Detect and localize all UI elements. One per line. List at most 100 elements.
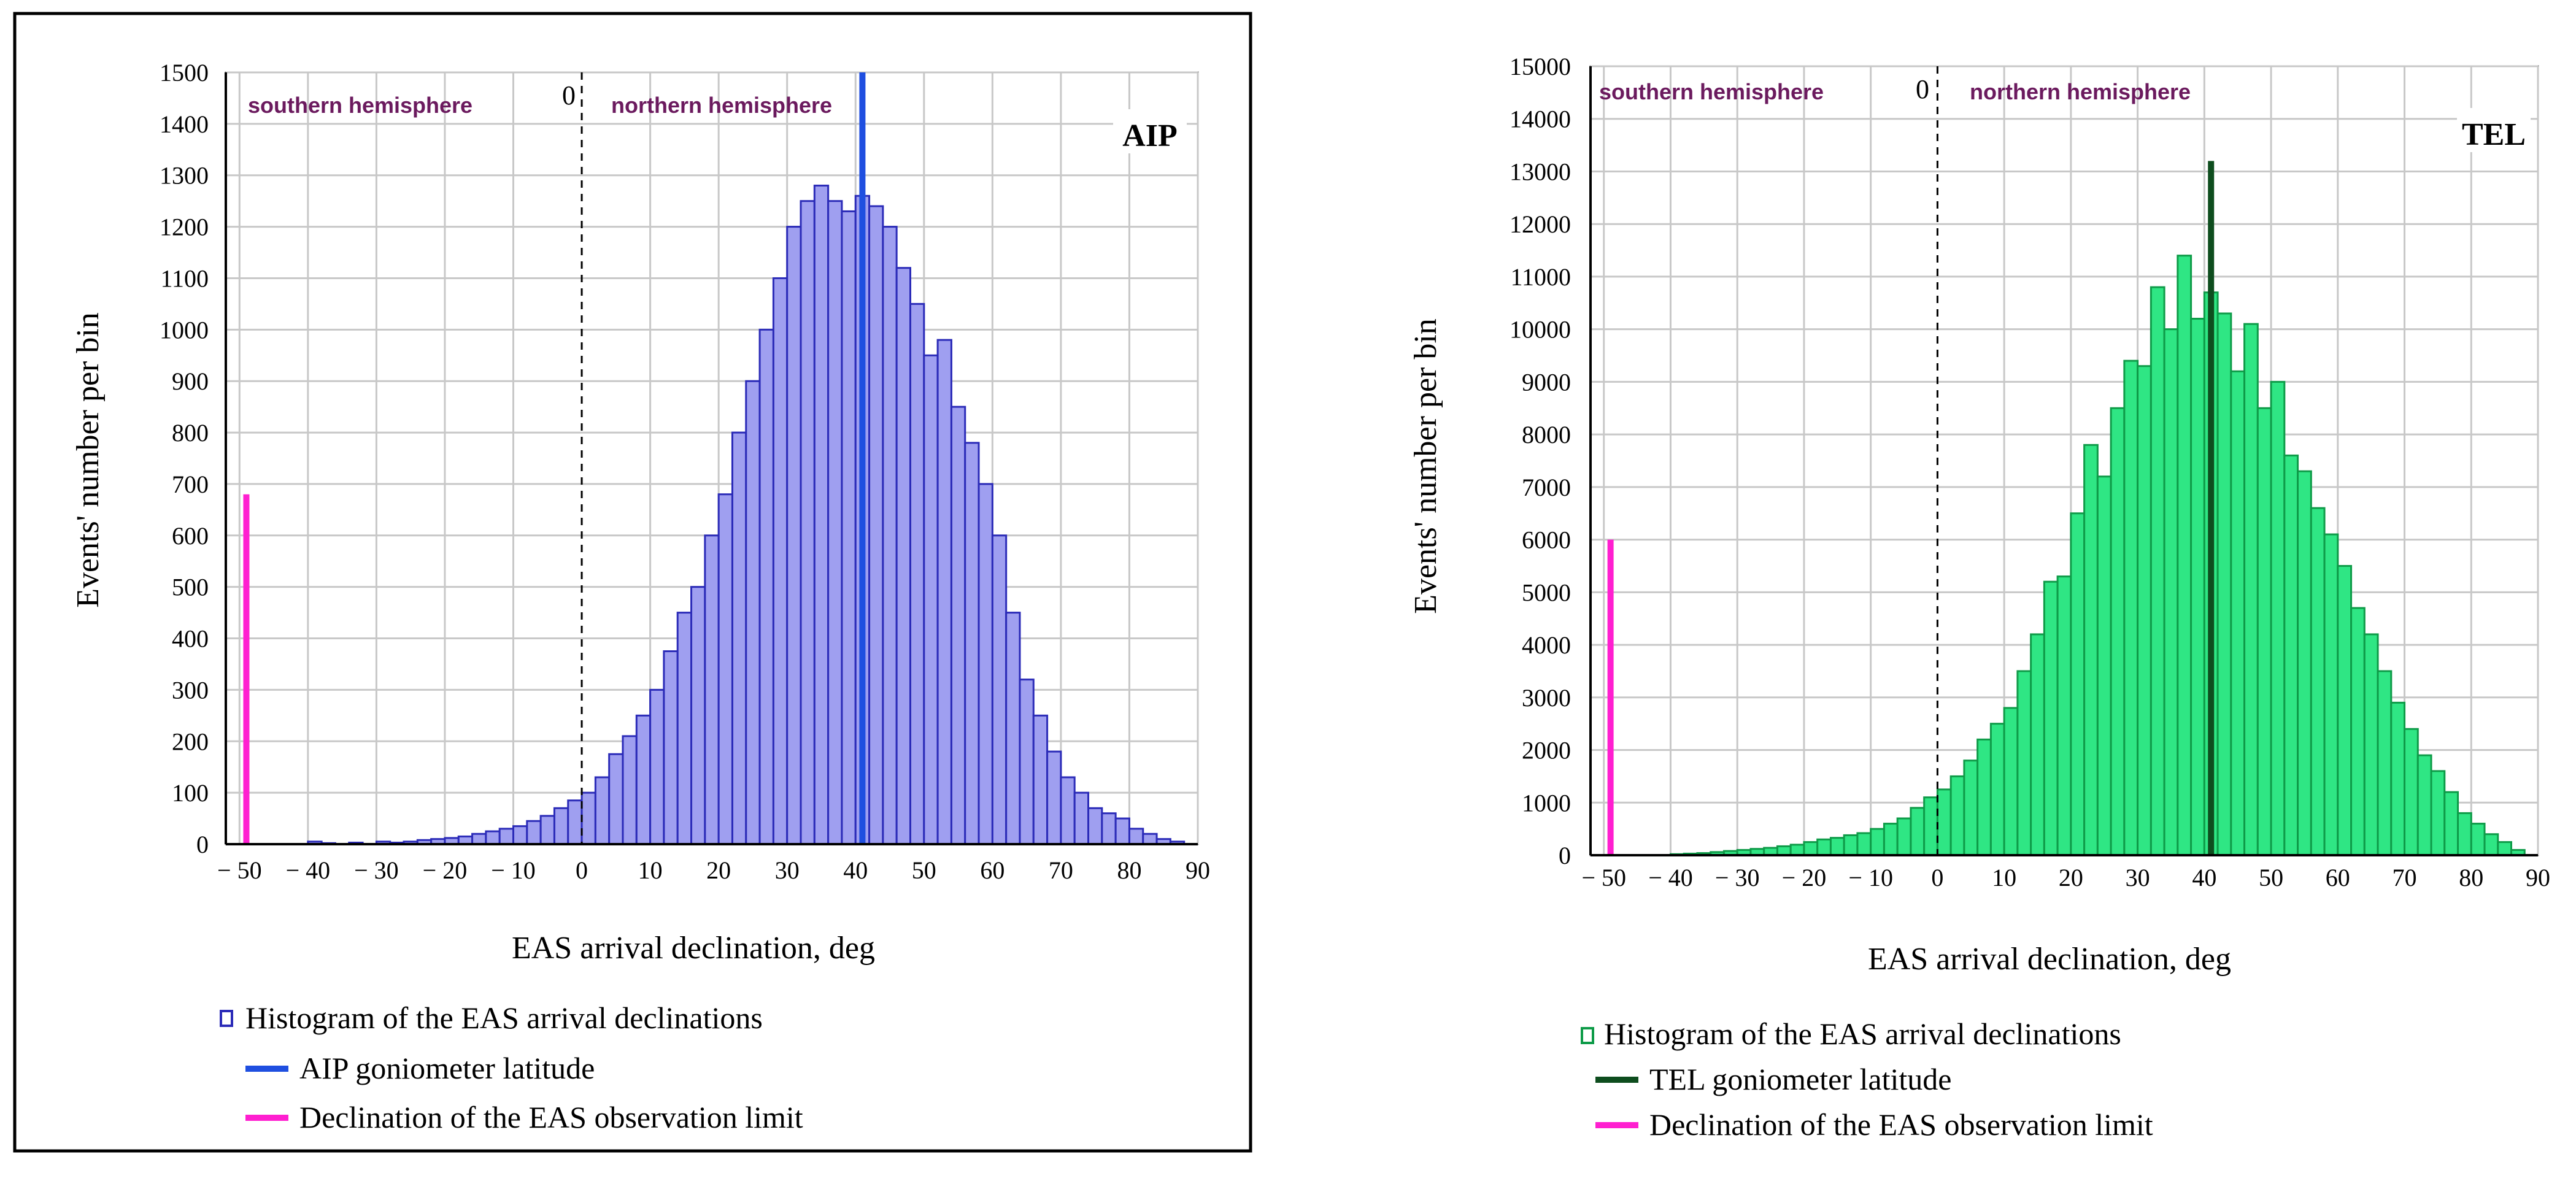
tel-x-tick-label: 70 — [2393, 864, 2417, 891]
tel-y-tick-label: 6000 — [1522, 526, 1571, 554]
tel-y-tick-label: 4000 — [1522, 631, 1571, 659]
aip-histogram-bar — [676, 612, 693, 845]
tel-histogram-bar — [1989, 723, 2005, 856]
tel-x-tick-label: − 50 — [1581, 864, 1626, 891]
tel-y-tick-label: 15000 — [1510, 53, 1571, 80]
aip-x-tick-label: − 10 — [491, 856, 536, 884]
tel-legend-limit-label: Declination of the EAS observation limit — [1649, 1107, 2153, 1142]
tel-histogram-bar — [1963, 760, 1979, 856]
tel-histogram-bar — [1923, 796, 1938, 856]
aip-histogram-bar — [978, 483, 993, 845]
tel-y-tick-label: 7000 — [1522, 474, 1571, 501]
aip-histogram-bar — [745, 380, 761, 845]
aip-histogram-bar — [553, 807, 569, 845]
tel-reference-lines — [1589, 66, 2538, 856]
aip-histogram-bar — [827, 200, 843, 845]
tel-histogram-bar — [1896, 817, 1912, 856]
tel-histogram-bar — [2243, 323, 2259, 856]
aip-histogram-bar — [704, 534, 720, 845]
aip-legend-histogram-swatch — [220, 1010, 233, 1027]
tel-histogram-bar — [2003, 707, 2019, 856]
aip-histogram-bar — [622, 735, 638, 845]
aip-histogram-bar — [567, 799, 583, 845]
aip-y-tick-label: 600 — [172, 522, 209, 550]
tel-histogram-bar — [2190, 318, 2205, 856]
aip-histogram-bar — [717, 493, 733, 845]
tel-y-axis-label: Events' number per bin — [1408, 318, 1443, 614]
aip-histogram-bar — [731, 431, 747, 845]
tel-bars — [1669, 255, 2526, 856]
tel-histogram-bar — [2096, 475, 2112, 856]
aip-legend-latitude-label: AIP goniometer latitude — [299, 1051, 595, 1085]
aip-x-tick-label: 90 — [1186, 856, 1210, 884]
aip-histogram-bar — [471, 833, 487, 845]
tel-x-tick-label: 30 — [2126, 864, 2150, 891]
tel-histogram-bar — [1910, 807, 1926, 856]
aip-y-tick-label: 400 — [172, 625, 209, 653]
aip-y-tick-label: 200 — [172, 728, 209, 755]
tel-y-tick-label: 12000 — [1510, 210, 1571, 238]
aip-x-tick-label: 40 — [843, 856, 868, 884]
tel-x-tick-label: 20 — [2059, 864, 2083, 891]
aip-y-tick-label: 1200 — [160, 213, 209, 241]
tel-histogram-bar — [2430, 770, 2446, 856]
tel-tag-background — [2457, 108, 2531, 152]
tel-histogram-bar — [2363, 633, 2379, 856]
tel-histogram-bar — [2404, 728, 2419, 856]
aip-y-tick-label: 700 — [172, 471, 209, 498]
aip-y-tick-label: 800 — [172, 419, 209, 447]
tel-histogram-bar — [2297, 470, 2312, 856]
tel-x-tick-label: 50 — [2259, 864, 2283, 891]
aip-histogram-bar — [1128, 828, 1144, 845]
aip-histogram-bar — [950, 406, 966, 845]
aip-x-tick-label: 60 — [980, 856, 1005, 884]
aip-x-tick-label: 0 — [576, 856, 588, 884]
tel-histogram-bar — [2123, 360, 2139, 856]
aip-histogram-bar — [608, 753, 624, 845]
tel-histogram-bar — [1803, 841, 1819, 856]
aip-histogram-bar — [895, 267, 911, 845]
tel-histogram-bar — [2350, 607, 2366, 856]
tel-y-tick-label: 3000 — [1522, 684, 1571, 712]
tel-x-tick-label: − 40 — [1648, 864, 1693, 891]
aip-y-tick-label: 500 — [172, 574, 209, 601]
tel-y-tick-label: 9000 — [1522, 368, 1571, 396]
tel-histogram-bar — [2390, 701, 2406, 856]
aip-histogram-bar — [868, 205, 884, 845]
aip-histogram-bar — [635, 714, 652, 845]
tel-x-tick-label: 40 — [2192, 864, 2216, 891]
tel-histogram-bar — [2416, 754, 2432, 856]
tel-histogram-bar — [1776, 845, 1792, 856]
aip-histogram-bar — [1019, 679, 1035, 845]
aip-histogram-bar — [909, 302, 925, 845]
tel-histogram-bar — [2216, 312, 2232, 856]
tel-histogram-bar — [2256, 407, 2272, 856]
tel-northern-hemisphere-label: northern hemisphere — [1970, 79, 2191, 104]
tel-histogram-bar — [2070, 512, 2086, 856]
tel-histogram-bar — [2270, 380, 2286, 856]
aip-y-tick-label: 1100 — [160, 264, 209, 292]
tel-y-tick-label: 1000 — [1522, 789, 1571, 817]
tel-y-tick-label: 13000 — [1510, 158, 1571, 185]
tel-legend-latitude-label: TEL goniometer latitude — [1649, 1062, 1951, 1096]
aip-x-tick-label: 50 — [912, 856, 936, 884]
tel-histogram-bar — [2230, 370, 2246, 856]
aip-chart: 0100200300400500600700800900100011001200… — [71, 59, 1210, 1134]
tel-histogram-bar — [2323, 533, 2339, 856]
left-panel-frame — [13, 12, 1252, 1153]
tel-y-tick-label: 5000 — [1522, 579, 1571, 606]
aip-legend-limit-label: Declination of the EAS observation limit — [299, 1100, 803, 1134]
tel-y-tick-label: 14000 — [1510, 106, 1571, 133]
aip-histogram-bar — [485, 830, 501, 845]
aip-histogram-bar — [690, 586, 706, 845]
aip-histogram-bar — [1101, 812, 1117, 845]
tel-zero-marker-label: 0 — [1916, 74, 1929, 104]
aip-histogram-bar — [1087, 807, 1103, 845]
aip-x-ticks: − 50 − 40 − 30 − 20 − 10 0 10 20 30 40 50 60 70 80 90 — [217, 856, 1210, 884]
tel-histogram-bar — [1843, 834, 1859, 856]
tel-x-axis-label: EAS arrival declination, deg — [1868, 942, 2231, 977]
aip-histogram-bar — [1114, 817, 1130, 845]
aip-histogram-bar — [964, 442, 980, 845]
aip-x-tick-label: − 40 — [286, 856, 331, 884]
aip-tag-background — [1113, 109, 1187, 153]
